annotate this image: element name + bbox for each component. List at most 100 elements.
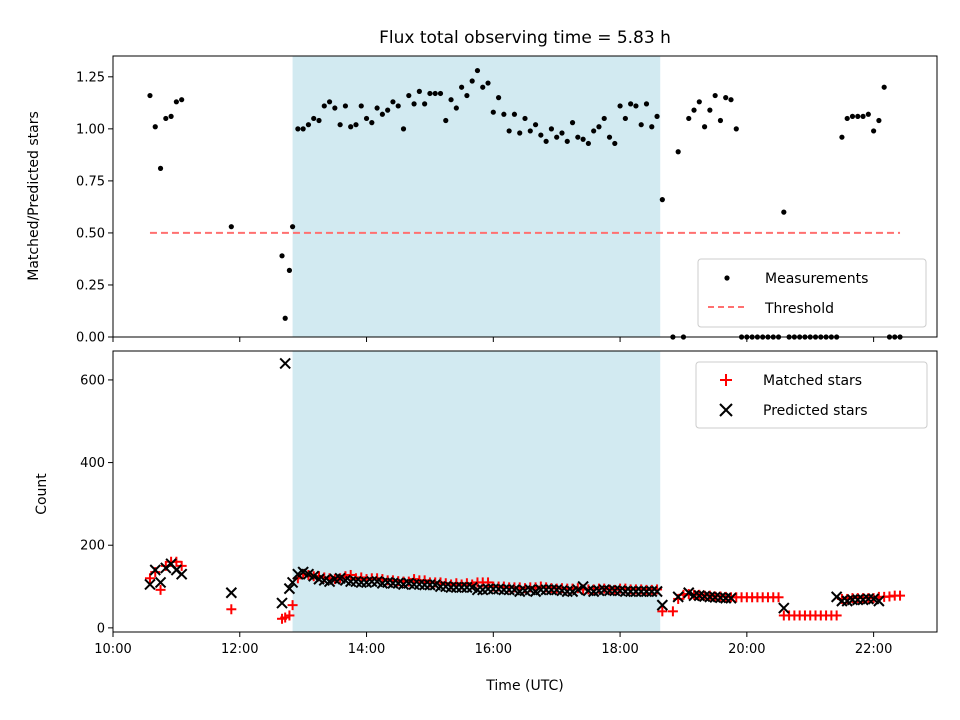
measurements-point	[173, 99, 179, 105]
measurements-point	[501, 111, 507, 117]
y-tick-label-0-1: 0.25	[76, 278, 105, 293]
measurements-point	[855, 113, 861, 119]
measurements-point	[601, 115, 607, 122]
measurements-point	[353, 122, 359, 128]
x-tick-label-1: 12:00	[221, 642, 258, 657]
bottom-legend: Matched stars Predicted stars	[695, 361, 928, 429]
top-panel: Flux total observing time = 5.83 h 0.000…	[26, 28, 938, 346]
measurements-point	[469, 78, 475, 84]
measurements-point	[511, 111, 518, 117]
measurements-point	[606, 134, 613, 140]
measurements-point	[532, 122, 539, 128]
measurements-point	[849, 113, 856, 119]
measurements-point	[406, 92, 412, 99]
measurements-point	[289, 224, 296, 230]
x-tick-label-4: 18:00	[601, 642, 638, 657]
measurements-point	[395, 103, 401, 109]
predicted-stars-point	[683, 587, 695, 599]
measurements-point	[696, 99, 702, 105]
measurements-point	[617, 103, 623, 109]
measurements-point	[522, 115, 528, 122]
y-tick-label-1-2: 400	[80, 456, 105, 471]
y-tick-label-0-3: 0.75	[76, 174, 105, 189]
top-y-axis-label: Matched/Predicted stars	[26, 111, 42, 281]
predicted-stars-point	[873, 595, 885, 607]
measurements-point	[342, 103, 349, 109]
measurements-point	[157, 165, 164, 171]
predicted-stars-point	[308, 570, 320, 582]
measurements-point	[622, 115, 628, 122]
measurements-point	[422, 101, 428, 107]
x-tick-label-6: 22:00	[855, 642, 892, 657]
measurements-point	[733, 126, 739, 132]
measurements-point	[305, 122, 312, 128]
measurements-point	[554, 134, 560, 140]
measurements-point	[228, 224, 234, 230]
measurements-point	[844, 115, 850, 122]
legend-measurements-marker	[724, 275, 730, 281]
measurements-point	[390, 99, 396, 105]
predicted-stars-point	[225, 587, 238, 599]
measurements-point	[437, 90, 444, 97]
x-axis-label: Time (UTC)	[485, 678, 563, 694]
measurements-point	[643, 101, 650, 107]
measurements-point	[300, 126, 306, 132]
y-tick-label-0-4: 1.00	[76, 122, 105, 137]
predicted-stars-point	[651, 585, 663, 598]
measurements-point	[480, 84, 486, 90]
bottom-legend-box	[695, 361, 928, 429]
predicted-stars-point	[279, 357, 291, 370]
measurements-point	[326, 99, 333, 105]
measurements-point	[443, 117, 449, 124]
measurements-point	[871, 128, 877, 134]
measurements-point	[168, 113, 174, 119]
y-tick-label-1-3: 600	[80, 373, 105, 388]
measurements-point	[580, 136, 586, 142]
matched-stars-point	[667, 606, 678, 617]
top-plot-frame	[112, 55, 938, 338]
predicted-stars-point	[656, 599, 669, 611]
measurements-point	[147, 92, 153, 99]
matched-stars-point	[144, 573, 155, 584]
measurements-point	[538, 132, 544, 138]
measurements-point	[411, 101, 417, 107]
x-tick-label-0: 10:00	[94, 642, 131, 657]
measurements-point	[723, 95, 729, 101]
predicted-stars-point	[154, 576, 167, 589]
measurements-point	[633, 103, 639, 109]
bottom-y-axis-label: Count	[34, 473, 50, 515]
x-tick-label-3: 16:00	[475, 642, 512, 657]
bottom-panel: 10:00 12:00 14:00 16:00 18:00 20:00 22:00 0 200 4…	[34, 350, 938, 694]
measurements-point	[459, 84, 465, 90]
measurements-point	[286, 267, 293, 273]
measurements-point	[358, 103, 364, 109]
measurements-point	[649, 124, 655, 130]
measurements-point	[712, 92, 718, 99]
matched-stars-point	[773, 592, 784, 603]
measurements-point	[152, 124, 158, 130]
predicted-stars-point	[283, 582, 296, 595]
measurements-point	[379, 111, 385, 117]
matched-stars-point	[345, 569, 356, 580]
measurements-point	[348, 124, 354, 130]
top-legend-box	[697, 258, 927, 328]
measurements-point	[490, 109, 496, 115]
matched-stars-point	[657, 606, 668, 617]
measurements-point	[427, 90, 433, 97]
measurements-point	[295, 126, 301, 132]
x-tick-label-2: 14:00	[348, 642, 385, 657]
y-tick-label-0-0: 0.00	[76, 331, 105, 346]
measurements-point	[701, 124, 708, 130]
measurements-point	[860, 113, 866, 119]
bottom-data-marks	[144, 357, 906, 624]
measurements-point	[416, 88, 422, 94]
legend-threshold-label: Threshold	[764, 301, 834, 317]
measurements-point	[659, 197, 665, 203]
top-data-marks	[147, 67, 903, 340]
top-axis-ticks: 0.00 0.25 0.50 0.75 1.00 1.25	[76, 70, 875, 346]
predicted-stars-point	[572, 584, 584, 596]
predicted-stars-point	[778, 602, 790, 614]
predicted-stars-point	[144, 578, 156, 591]
measurements-point	[448, 97, 454, 103]
